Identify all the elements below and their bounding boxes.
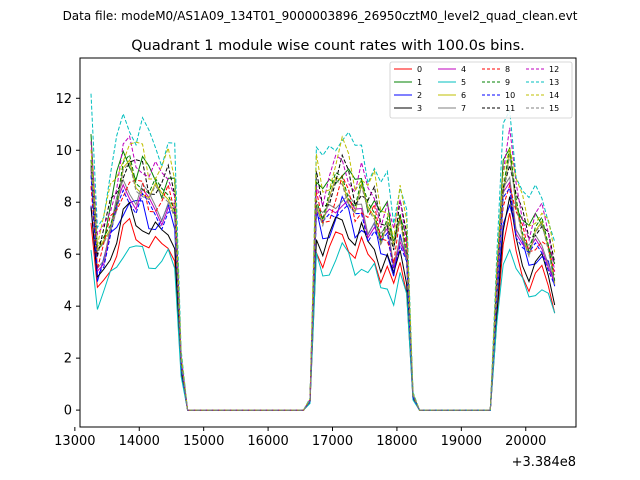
y-tick-label: 4 (64, 300, 72, 315)
legend-label: 10 (505, 91, 515, 100)
legend-label: 3 (417, 104, 422, 113)
x-tick-label: 19000 (441, 434, 482, 449)
legend-label: 4 (461, 65, 466, 74)
legend-label: 15 (549, 104, 559, 113)
series-line-14 (90, 135, 556, 411)
x-tick-label: 13000 (54, 434, 95, 449)
legend-label: 13 (549, 78, 559, 87)
legend-label: 14 (549, 91, 559, 100)
series-line-13 (90, 93, 556, 411)
series-line-9 (90, 147, 556, 411)
figure-suptitle: Data file: modeM0/AS1A09_134T01_90000038… (63, 9, 578, 23)
legend-label: 0 (417, 65, 422, 74)
series-line-1 (90, 134, 556, 411)
x-axis-offset-label: +3.384e8 (512, 455, 576, 470)
series-line-0 (90, 212, 556, 411)
x-tick-label: 14000 (119, 434, 160, 449)
series-line-7 (90, 164, 556, 411)
legend-box (389, 61, 573, 119)
y-tick-label: 2 (64, 352, 72, 367)
legend-label: 7 (461, 104, 466, 113)
legend-label: 8 (505, 65, 510, 74)
legend-label: 1 (417, 78, 422, 87)
y-tick-label: 0 (64, 404, 72, 419)
series-layer (90, 93, 556, 411)
legend-label: 2 (417, 91, 422, 100)
legend-label: 5 (461, 78, 466, 87)
y-tick-label: 12 (55, 92, 72, 107)
legend-label: 9 (505, 78, 510, 87)
series-line-3 (90, 196, 556, 411)
x-tick-label: 20000 (505, 434, 546, 449)
legend-label: 6 (461, 91, 466, 100)
x-tick-label: 17000 (312, 434, 353, 449)
legend-label: 12 (549, 65, 559, 74)
x-axis: 13000 14000 15000 16000 17000 18000 19000 20000 (54, 427, 546, 449)
legend-label: 11 (505, 104, 515, 113)
series-line-12 (90, 127, 556, 411)
y-axis: 0 2 4 6 8 10 12 (55, 92, 80, 419)
series-line-10 (90, 175, 556, 411)
x-tick-label: 18000 (376, 434, 417, 449)
y-tick-label: 6 (64, 248, 72, 263)
y-tick-label: 10 (55, 144, 72, 159)
x-tick-label: 15000 (183, 434, 224, 449)
plot-frame (79, 57, 577, 428)
y-tick-label: 8 (64, 196, 72, 211)
x-tick-label: 16000 (247, 434, 288, 449)
chart-title: Quadrant 1 module wise count rates with … (131, 38, 525, 54)
series-line-15 (90, 155, 556, 411)
series-line-8 (90, 174, 556, 411)
series-line-11 (90, 153, 556, 411)
